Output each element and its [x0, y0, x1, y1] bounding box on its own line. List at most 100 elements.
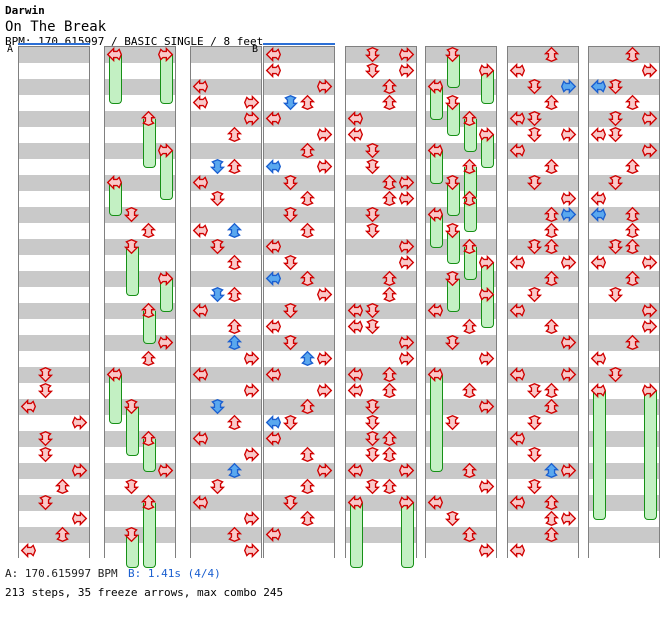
freeze-arrow-body[interactable]	[481, 263, 494, 290]
note-arrow-left[interactable]	[192, 174, 209, 191]
note-arrow-up[interactable]	[140, 350, 157, 367]
note-arrow-up[interactable]	[624, 158, 641, 175]
note-arrow-left[interactable]	[265, 366, 282, 383]
note-arrow-up[interactable]	[543, 526, 560, 543]
note-arrow-down[interactable]	[526, 414, 543, 431]
note-arrow-down[interactable]	[444, 510, 461, 527]
note-arrow-up[interactable]	[226, 126, 243, 143]
note-arrow-down-freeze[interactable]	[444, 270, 461, 287]
note-arrow-left[interactable]	[347, 318, 364, 335]
note-arrow-right[interactable]	[478, 398, 495, 415]
note-arrow-down-freeze[interactable]	[444, 222, 461, 239]
note-arrow-right[interactable]	[398, 350, 415, 367]
note-arrow-up[interactable]	[299, 510, 316, 527]
freeze-arrow-body[interactable]	[109, 55, 122, 98]
note-arrow-right-freeze[interactable]	[478, 62, 495, 79]
note-arrow-right[interactable]	[641, 318, 658, 335]
note-arrow-down[interactable]	[282, 174, 299, 191]
note-arrow-down[interactable]	[364, 46, 381, 63]
note-arrow-left-freeze[interactable]	[427, 366, 444, 383]
note-arrow-down[interactable]	[526, 126, 543, 143]
freeze-arrow-body[interactable]	[109, 375, 122, 418]
freeze-arrow-body[interactable]	[430, 151, 443, 178]
note-arrow-up[interactable]	[381, 382, 398, 399]
note-arrow-left[interactable]	[427, 302, 444, 319]
freeze-arrow-body[interactable]	[143, 311, 156, 338]
note-arrow-left[interactable]	[265, 158, 282, 175]
note-arrow-up[interactable]	[226, 414, 243, 431]
note-arrow-left[interactable]	[192, 494, 209, 511]
note-arrow-down[interactable]	[607, 238, 624, 255]
note-arrow-up-freeze[interactable]	[140, 302, 157, 319]
note-arrow-down[interactable]	[37, 430, 54, 447]
note-arrow-left[interactable]	[590, 190, 607, 207]
note-arrow-right[interactable]	[398, 190, 415, 207]
freeze-arrow-body[interactable]	[593, 391, 606, 514]
note-arrow-down[interactable]	[364, 222, 381, 239]
note-arrow-left[interactable]	[192, 94, 209, 111]
note-arrow-right[interactable]	[398, 62, 415, 79]
note-arrow-down[interactable]	[364, 414, 381, 431]
note-arrow-left[interactable]	[265, 46, 282, 63]
freeze-arrow-body[interactable]	[160, 55, 173, 98]
note-arrow-left[interactable]	[265, 526, 282, 543]
note-arrow-down[interactable]	[364, 478, 381, 495]
freeze-arrow-body[interactable]	[143, 439, 156, 466]
note-arrow-down[interactable]	[37, 366, 54, 383]
note-arrow-down[interactable]	[526, 286, 543, 303]
note-arrow-up[interactable]	[624, 46, 641, 63]
note-arrow-right[interactable]	[157, 334, 174, 351]
note-arrow-up-freeze[interactable]	[461, 158, 478, 175]
note-arrow-left[interactable]	[590, 126, 607, 143]
note-arrow-right-freeze[interactable]	[157, 270, 174, 287]
note-arrow-right[interactable]	[157, 462, 174, 479]
note-arrow-up[interactable]	[381, 430, 398, 447]
freeze-arrow-body[interactable]	[447, 279, 460, 306]
note-arrow-up[interactable]	[543, 510, 560, 527]
note-arrow-down[interactable]	[364, 430, 381, 447]
note-arrow-left[interactable]	[509, 366, 526, 383]
note-arrow-down[interactable]	[123, 206, 140, 223]
note-arrow-down[interactable]	[364, 398, 381, 415]
note-arrow-down[interactable]	[607, 126, 624, 143]
freeze-arrow-body[interactable]	[143, 119, 156, 162]
freeze-arrow-body[interactable]	[350, 503, 363, 562]
note-arrow-down[interactable]	[526, 446, 543, 463]
note-arrow-down[interactable]	[364, 206, 381, 223]
note-arrow-right[interactable]	[398, 462, 415, 479]
note-arrow-down[interactable]	[209, 286, 226, 303]
note-arrow-up[interactable]	[226, 462, 243, 479]
note-arrow-up[interactable]	[624, 94, 641, 111]
note-arrow-left-freeze[interactable]	[347, 494, 364, 511]
note-arrow-up[interactable]	[226, 318, 243, 335]
freeze-arrow-body[interactable]	[447, 55, 460, 82]
note-arrow-up[interactable]	[299, 222, 316, 239]
note-arrow-left[interactable]	[192, 366, 209, 383]
note-arrow-left[interactable]	[509, 110, 526, 127]
chart-column-5[interactable]	[345, 46, 417, 568]
note-arrow-left[interactable]	[590, 206, 607, 223]
note-arrow-down[interactable]	[209, 398, 226, 415]
note-arrow-right[interactable]	[560, 254, 577, 271]
note-arrow-right[interactable]	[243, 446, 260, 463]
note-arrow-up[interactable]	[226, 286, 243, 303]
note-arrow-right-freeze[interactable]	[157, 46, 174, 63]
note-arrow-left[interactable]	[265, 270, 282, 287]
note-arrow-up[interactable]	[624, 206, 641, 223]
note-arrow-up[interactable]	[543, 494, 560, 511]
note-arrow-down[interactable]	[526, 174, 543, 191]
note-arrow-down[interactable]	[209, 190, 226, 207]
note-arrow-right[interactable]	[71, 462, 88, 479]
note-arrow-up-freeze[interactable]	[140, 110, 157, 127]
note-arrow-up-freeze[interactable]	[461, 238, 478, 255]
note-arrow-up[interactable]	[381, 478, 398, 495]
note-arrow-up[interactable]	[543, 238, 560, 255]
freeze-arrow-body[interactable]	[430, 87, 443, 114]
note-arrow-right[interactable]	[478, 542, 495, 559]
note-arrow-right[interactable]	[560, 78, 577, 95]
note-arrow-down[interactable]	[607, 286, 624, 303]
note-arrow-right[interactable]	[316, 350, 333, 367]
note-arrow-up[interactable]	[226, 334, 243, 351]
freeze-arrow-body[interactable]	[160, 151, 173, 194]
note-arrow-up[interactable]	[226, 222, 243, 239]
